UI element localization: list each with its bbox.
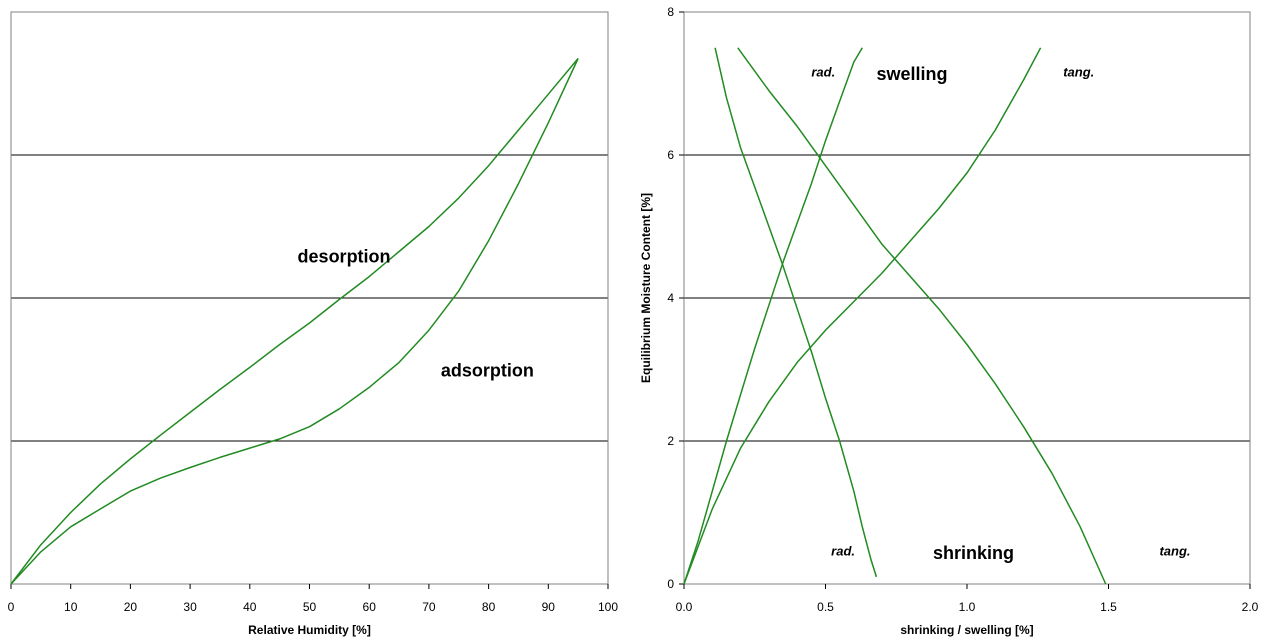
x-tick-label: 10 (64, 600, 78, 614)
series-line-2 (10, 58, 579, 585)
x-tick-label: 2.0 (1242, 600, 1259, 614)
series-line-4 (737, 47, 1107, 585)
annotation-adsorption-label: adsorption (441, 361, 534, 381)
x-tick-label: 0 (8, 600, 15, 614)
annotation-swelling-label: swelling (876, 64, 947, 84)
annotation-rad-label: rad. (811, 64, 835, 79)
x-tick-label: 1.0 (959, 600, 976, 614)
y-tick-label: 0 (667, 577, 674, 591)
annotation-shrinking-label: shrinking (933, 543, 1014, 563)
y-tick-label: 8 (667, 5, 674, 19)
x-axis-title: shrinking / swelling [%] (900, 623, 1033, 637)
annotation-tang-label: tang. (1159, 543, 1190, 558)
right-chart: 0.0 0.5 1.0 1.5 2.0 0 2 4 6 8 shrinking / swelling… (639, 5, 1259, 637)
y-axis-title: Equilibrium Moisture Content [%] (639, 193, 653, 383)
x-tick-label: 80 (482, 600, 496, 614)
x-tick-label: 20 (124, 600, 138, 614)
x-tick-label: 30 (183, 600, 197, 614)
x-tick-label: 40 (243, 600, 257, 614)
x-axis-title: Relative Humidity [%] (248, 623, 371, 637)
x-tick-label: 0.0 (676, 600, 693, 614)
x-tick-label: 1.5 (1100, 600, 1117, 614)
x-tick-label: 90 (542, 600, 556, 614)
y-tick-label: 2 (667, 434, 674, 448)
series-line-3 (714, 47, 878, 578)
x-tick-label: 70 (422, 600, 436, 614)
annotation-rad-label: rad. (831, 543, 855, 558)
left-chart: 0 10 20 30 40 50 60 70 80 90 100 Relative Humidity … (8, 11, 618, 637)
series-line-1 (10, 58, 579, 585)
y-tick-label: 6 (667, 148, 674, 162)
y-tick-label: 4 (667, 291, 674, 305)
series-line-1 (683, 47, 863, 585)
x-tick-label: 50 (303, 600, 317, 614)
annotation-desorption-label: desorption (298, 246, 391, 266)
x-tick-label: 60 (363, 600, 377, 614)
x-tick-label: 0.5 (817, 600, 834, 614)
series-line-2 (683, 47, 1042, 585)
x-tick-label: 100 (598, 600, 618, 614)
annotation-tang-label: tang. (1063, 64, 1094, 79)
